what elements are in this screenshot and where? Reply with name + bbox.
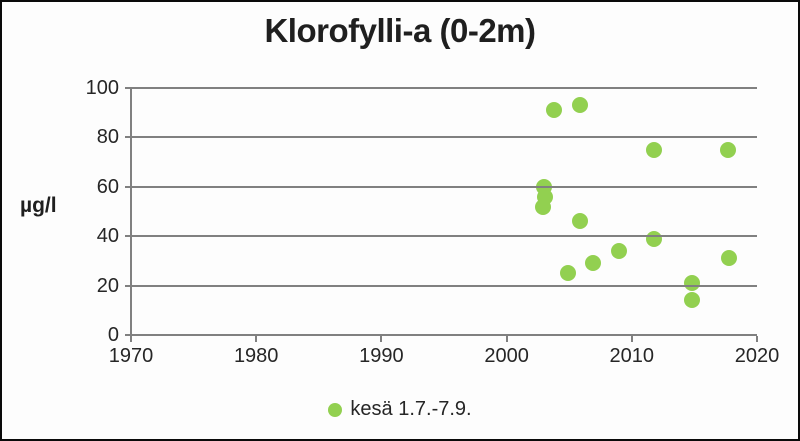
y-axis-line bbox=[130, 88, 132, 336]
data-point bbox=[720, 141, 737, 158]
y-axis-label: µg/l bbox=[20, 194, 57, 217]
x-tick-label-1970: 1970 bbox=[108, 345, 154, 367]
y-tick-label-40: 40 bbox=[96, 225, 119, 248]
x-tick-label-1990: 1990 bbox=[359, 345, 404, 367]
legend-series-label: kesä 1.7.-7.9. bbox=[350, 398, 472, 420]
data-point bbox=[646, 230, 663, 247]
x-tick-label-2000: 2000 bbox=[484, 345, 529, 367]
gridline-y-60 bbox=[131, 185, 757, 188]
y-tick-40 bbox=[125, 235, 131, 238]
x-tick-2020 bbox=[756, 336, 758, 342]
data-point bbox=[683, 275, 700, 292]
data-point bbox=[721, 250, 738, 267]
legend-marker-icon bbox=[328, 402, 343, 417]
y-tick-label-60: 60 bbox=[96, 175, 119, 198]
y-tick-80 bbox=[125, 136, 131, 139]
gridline-y-20 bbox=[131, 284, 757, 287]
x-tick-label-2020: 2020 bbox=[734, 345, 780, 367]
y-tick-label-100: 100 bbox=[85, 77, 119, 99]
gridline-y-40 bbox=[131, 235, 757, 238]
data-point bbox=[611, 243, 628, 260]
y-tick-label-0: 0 bbox=[107, 324, 119, 346]
legend: kesä 1.7.-7.9. bbox=[2, 398, 798, 421]
data-point bbox=[572, 97, 589, 114]
data-point bbox=[572, 213, 589, 230]
gridline-y-80 bbox=[131, 136, 757, 139]
data-point bbox=[683, 292, 700, 309]
y-tick-label-80: 80 bbox=[96, 126, 119, 149]
x-tick-1970 bbox=[130, 336, 132, 342]
y-tick-0 bbox=[125, 334, 131, 336]
x-tick-2010 bbox=[630, 336, 633, 342]
gridline-y-100 bbox=[131, 87, 757, 89]
data-point bbox=[584, 255, 601, 272]
x-tick-label-1980: 1980 bbox=[233, 345, 279, 367]
data-point bbox=[646, 141, 663, 158]
y-tick-60 bbox=[125, 185, 131, 188]
x-tick-label-2010: 2010 bbox=[609, 345, 655, 367]
gridline-y-0 bbox=[131, 334, 757, 336]
data-point bbox=[534, 198, 551, 215]
x-tick-1980 bbox=[255, 336, 258, 342]
y-tick-label-20: 20 bbox=[96, 274, 119, 297]
x-tick-2000 bbox=[505, 336, 508, 342]
data-point bbox=[546, 102, 563, 119]
y-tick-20 bbox=[125, 284, 131, 287]
y-tick-100 bbox=[125, 87, 131, 89]
x-tick-1990 bbox=[380, 336, 383, 342]
chart-title: Klorofylli-a (0-2m) bbox=[264, 12, 536, 49]
data-point bbox=[559, 265, 576, 282]
